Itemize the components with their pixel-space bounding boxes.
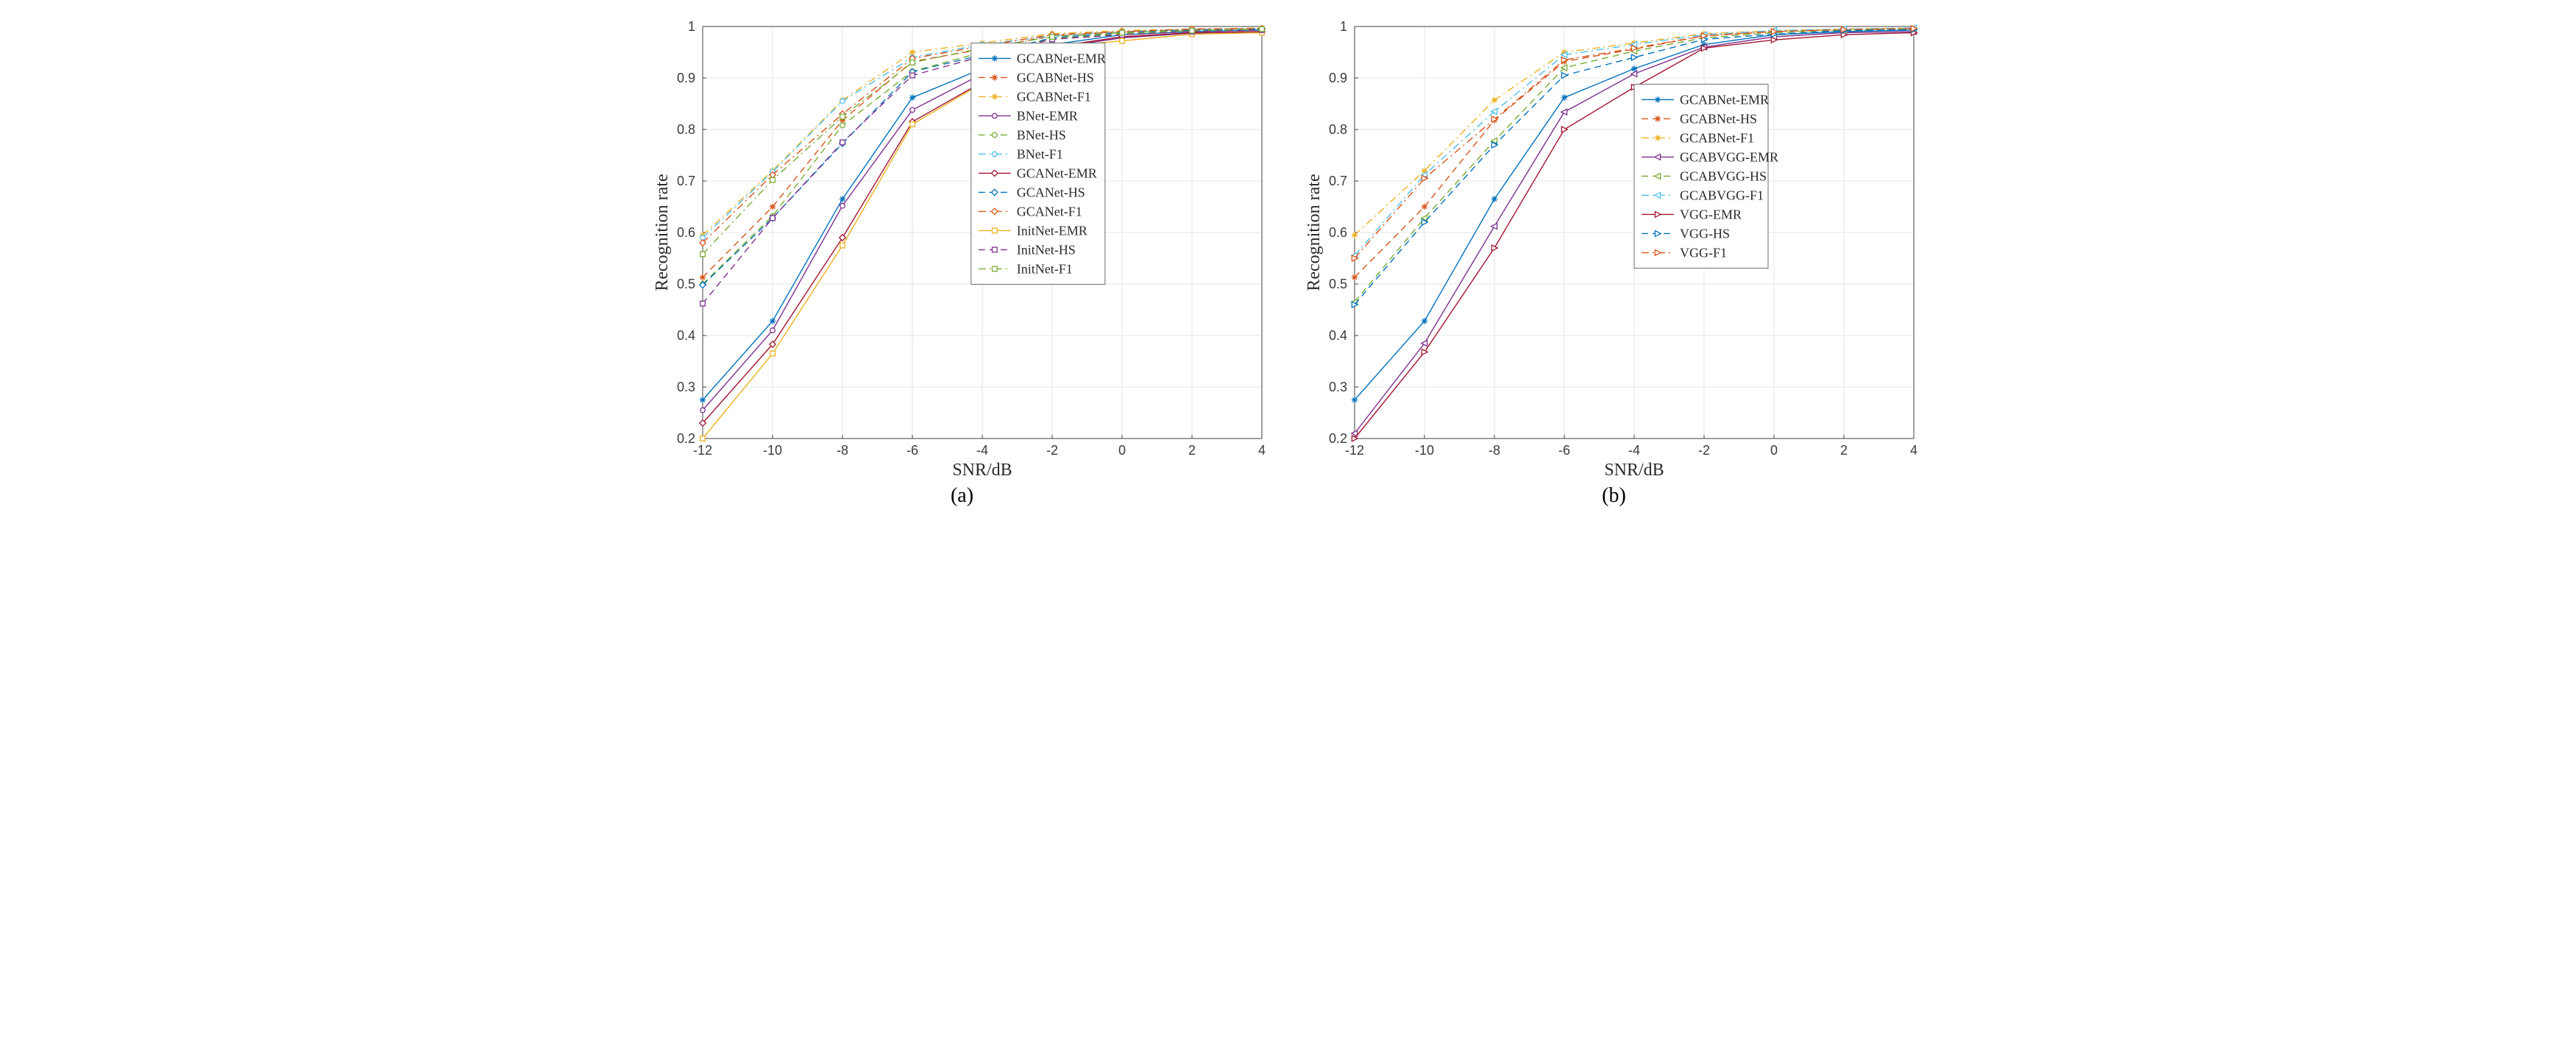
legend-label: GCANet-HS xyxy=(1016,185,1085,199)
legend-label: GCABVGG-EMR xyxy=(1680,149,1778,164)
svg-text:0.7: 0.7 xyxy=(676,174,695,188)
legend-label: GCABNet-HS xyxy=(1016,70,1093,85)
svg-text:-12: -12 xyxy=(1344,443,1363,458)
svg-text:0.4: 0.4 xyxy=(1328,328,1346,343)
legend-label: InitNet-EMR xyxy=(1016,223,1087,238)
svg-text:-4: -4 xyxy=(1628,443,1639,458)
svg-text:1: 1 xyxy=(1339,19,1346,34)
svg-text:-2: -2 xyxy=(1046,443,1057,458)
svg-text:0.2: 0.2 xyxy=(676,431,695,446)
legend-label: VGG-EMR xyxy=(1680,207,1742,221)
svg-text:-10: -10 xyxy=(762,443,781,458)
legend-label: GCABNet-F1 xyxy=(1680,130,1754,145)
svg-text:-6: -6 xyxy=(906,443,918,458)
svg-text:-12: -12 xyxy=(692,443,712,458)
legend-label: GCABVGG-HS xyxy=(1680,168,1767,183)
svg-text:2: 2 xyxy=(1839,443,1847,458)
legend: GCABNet-EMR GCABNet-HS GCABNet-F1 BNet-EMR B… xyxy=(971,43,1105,284)
legend-label: GCANet-EMR xyxy=(1016,166,1096,180)
svg-text:4: 4 xyxy=(1909,443,1917,458)
svg-text:0.6: 0.6 xyxy=(676,225,695,240)
svg-text:0.5: 0.5 xyxy=(676,277,695,291)
svg-text:-10: -10 xyxy=(1414,443,1433,458)
y-axis-label: Recognition rate xyxy=(653,174,672,291)
svg-text:0.3: 0.3 xyxy=(676,380,695,394)
figure-container: -12 -10 -8 -6 -4 -2 0 2 4 0.2 0.3 0.4 0.5 0.6 0.7 0.8 0.… xyxy=(0,0,2576,522)
legend-label: GCABVGG-F1 xyxy=(1680,188,1764,202)
y-axis-label: Recognition rate xyxy=(1305,174,1324,291)
legend-label: VGG-F1 xyxy=(1680,245,1727,260)
legend-label: InitNet-HS xyxy=(1016,242,1075,257)
svg-text:0.2: 0.2 xyxy=(1328,431,1346,446)
svg-text:-4: -4 xyxy=(976,443,987,458)
svg-text:0: 0 xyxy=(1770,443,1777,458)
svg-text:0.8: 0.8 xyxy=(1328,122,1346,137)
legend-label: VGG-HS xyxy=(1680,226,1730,241)
panel-a: -12 -10 -8 -6 -4 -2 0 2 4 0.2 0.3 0.4 0.5 0.6 0.7 0.8 0.… xyxy=(651,15,1274,508)
legend: GCABNet-EMR GCABNet-HS GCABNet-F1 GCABVGG-E… xyxy=(1634,84,1778,268)
plot-a: -12 -10 -8 -6 -4 -2 0 2 4 0.2 0.3 0.4 0.5 0.6 0.7 0.8 0.… xyxy=(651,15,1274,483)
svg-text:0.8: 0.8 xyxy=(676,122,695,137)
legend-label: BNet-EMR xyxy=(1016,108,1077,123)
svg-text:-8: -8 xyxy=(836,443,848,458)
svg-text:0.9: 0.9 xyxy=(1328,71,1346,85)
legend-label: BNet-HS xyxy=(1016,127,1065,142)
svg-text:-8: -8 xyxy=(1488,443,1500,458)
x-axis-label: SNR/dB xyxy=(952,461,1012,480)
svg-text:1: 1 xyxy=(687,19,695,34)
panel-a-label: (a) xyxy=(951,484,973,508)
svg-text:0.7: 0.7 xyxy=(1328,174,1346,188)
plot-b: -12 -10 -8 -6 -4 -2 0 2 4 0.2 0.3 0.4 0.5 0.6 0.7 0.8 0.… xyxy=(1303,15,1926,483)
x-axis-label: SNR/dB xyxy=(1604,461,1664,480)
legend-label: GCABNet-HS xyxy=(1680,111,1757,126)
legend-label: InitNet-F1 xyxy=(1016,261,1072,276)
legend-label: GCANet-F1 xyxy=(1016,204,1082,219)
svg-text:0: 0 xyxy=(1118,443,1125,458)
svg-text:-6: -6 xyxy=(1558,443,1569,458)
svg-text:0.3: 0.3 xyxy=(1328,380,1346,394)
svg-text:4: 4 xyxy=(1257,443,1265,458)
svg-text:2: 2 xyxy=(1188,443,1195,458)
legend-label: GCABNet-F1 xyxy=(1016,89,1090,104)
legend-label: BNet-F1 xyxy=(1016,146,1062,161)
panel-b: -12 -10 -8 -6 -4 -2 0 2 4 0.2 0.3 0.4 0.5 0.6 0.7 0.8 0.… xyxy=(1303,15,1926,508)
panel-b-label: (b) xyxy=(1602,484,1626,508)
legend-label: GCABNet-EMR xyxy=(1680,92,1769,107)
svg-text:0.4: 0.4 xyxy=(676,328,695,343)
svg-text:0.6: 0.6 xyxy=(1328,225,1346,240)
svg-text:0.5: 0.5 xyxy=(1328,277,1346,291)
legend-label: GCABNet-EMR xyxy=(1016,51,1105,65)
svg-text:0.9: 0.9 xyxy=(676,71,695,85)
svg-text:-2: -2 xyxy=(1697,443,1709,458)
